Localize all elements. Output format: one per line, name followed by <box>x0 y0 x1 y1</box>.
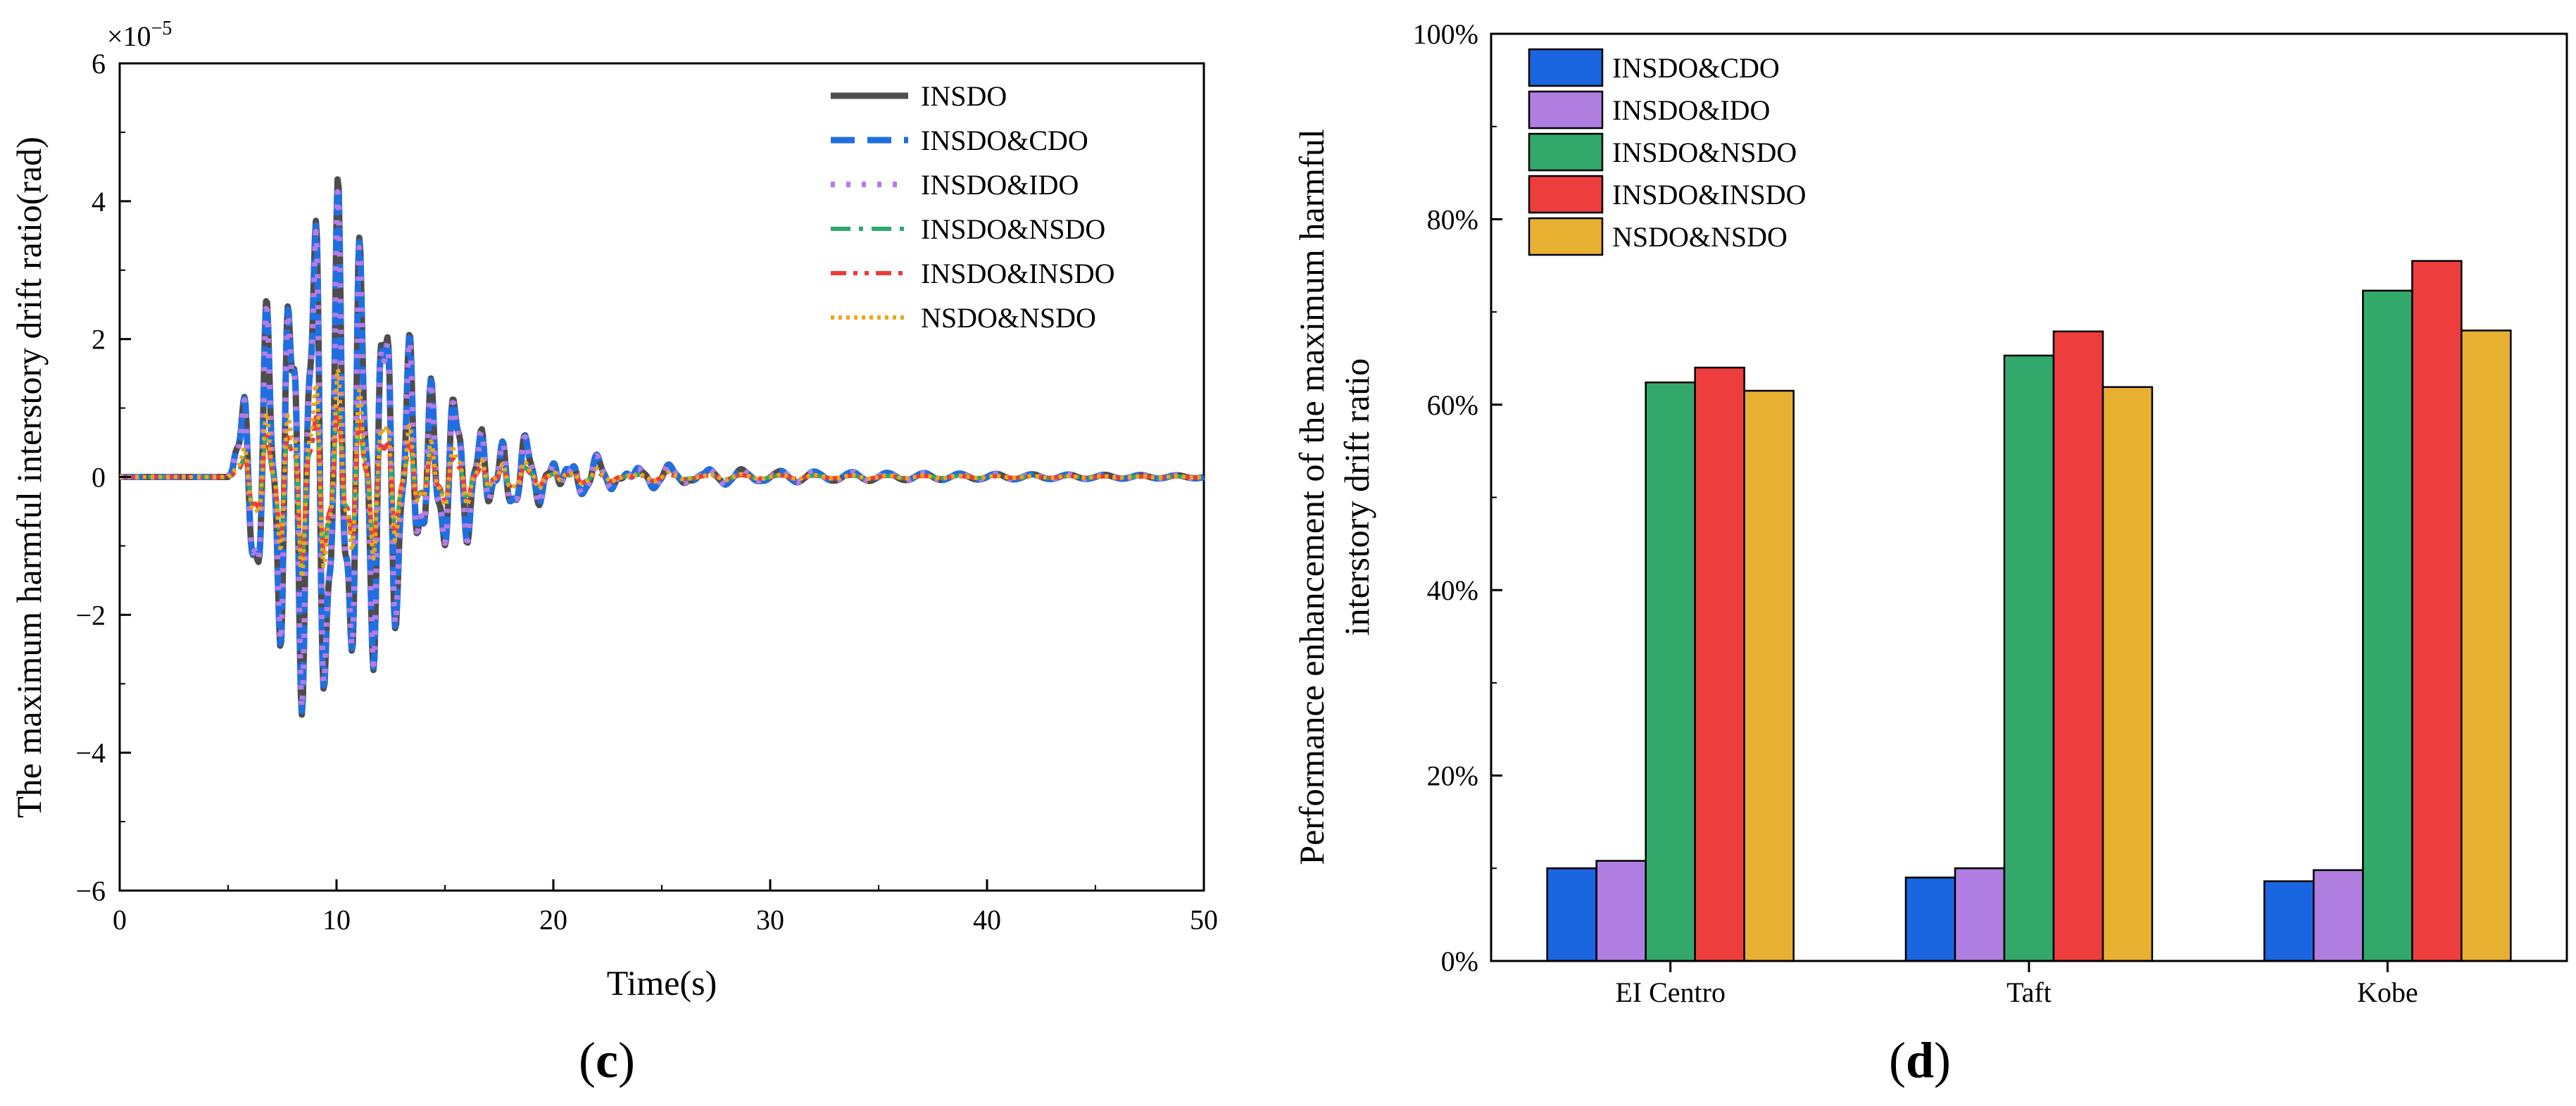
y-tick-label-c: 2 <box>92 324 106 356</box>
y-tick-label-c: 4 <box>92 186 106 218</box>
legend-label-d: NSDO&NSDO <box>1612 221 1788 253</box>
series-traces-c <box>118 176 1206 718</box>
y-tick-label-c: 6 <box>92 48 106 80</box>
x-tick-label-c: 30 <box>756 904 784 936</box>
category-label: EI Centro <box>1615 976 1726 1008</box>
y-tick-label-c: −2 <box>75 599 106 631</box>
panel-c-line-chart: 0 10 20 30 40 50 −6 −4 −2 0 2 4 6 ×10−5 Time(s) The … <box>9 18 1218 1088</box>
legend-swatch-d <box>1528 217 1604 256</box>
bars-d <box>1546 260 2512 962</box>
legend-label-d: INSDO&CDO <box>1612 52 1780 84</box>
y-axis-title-c: The maximum harmful interstory drift rat… <box>9 137 49 818</box>
series-line-nsdo-nsdo <box>118 367 1205 580</box>
legend-label-c: INSDO&CDO <box>921 125 1088 156</box>
panel-d-bar-chart: 0% 20% 40% 60% 80% 100% EI Centro Taft Kobe Perf… <box>1292 18 2568 1088</box>
legend-swatch-d <box>1528 48 1604 87</box>
x-axis-title-c: Time(s) <box>607 963 717 1003</box>
y-tick-label-c: −4 <box>75 737 106 769</box>
panel-label-d: (d) <box>1889 1032 1951 1088</box>
legend-swatch-d <box>1528 175 1604 214</box>
legend-d: INSDO&CDO INSDO&IDO INSDO&NSDO INSDO&INSDO N… <box>1528 48 1807 256</box>
legend-label-c: INSDO <box>921 80 1007 112</box>
bar-insdo-cdo <box>2263 880 2315 962</box>
y-axis-title-d-line2: interstory drift ratio <box>1337 358 1376 636</box>
y-axis-title-d-line1: Performance enhancement of the maximum h… <box>1292 129 1331 865</box>
y-tick-label-d: 20% <box>1427 760 1478 792</box>
legend-label-c: INSDO&INSDO <box>921 258 1115 289</box>
x-tick-label-c: 10 <box>322 904 351 936</box>
y-tick-label-d: 40% <box>1427 574 1478 606</box>
bar-insdo-nsdo <box>2362 289 2413 962</box>
bar-nsdo-nsdo <box>1743 389 1795 962</box>
category-label: Kobe <box>2357 976 2418 1008</box>
bar-insdo-ido <box>2313 869 2364 962</box>
bar-nsdo-nsdo <box>2461 329 2512 962</box>
bar-insdo-insdo <box>2052 330 2104 962</box>
axis-ticks-c: 0 10 20 30 40 50 −6 −4 −2 0 2 4 6 <box>75 48 1218 936</box>
bar-insdo-nsdo <box>2003 354 2055 962</box>
bar-insdo-ido <box>1954 867 2006 962</box>
legend-c: INSDO INSDO&CDO INSDO&IDO INSDO&NSDO INSDO&I… <box>831 80 1115 334</box>
y-tick-label-d: 80% <box>1427 203 1478 235</box>
y-tick-label-c: −6 <box>75 875 106 907</box>
bar-insdo-insdo <box>1694 366 1745 962</box>
bar-insdo-insdo <box>2411 260 2463 962</box>
y-tick-label-d: 0% <box>1441 945 1478 977</box>
legend-label-c: INSDO&NSDO <box>921 213 1105 245</box>
x-tick-label-c: 40 <box>973 904 1001 936</box>
legend-label-c: INSDO&IDO <box>921 169 1079 201</box>
legend-label-d: INSDO&IDO <box>1612 94 1770 126</box>
legend-label-c: NSDO&NSDO <box>921 302 1096 334</box>
legend-swatch-d <box>1528 132 1604 172</box>
x-tick-label-c: 20 <box>539 904 567 936</box>
y-tick-label-d: 100% <box>1413 18 1478 50</box>
bar-insdo-cdo <box>1904 876 1956 962</box>
y-tick-label-d: 60% <box>1427 389 1478 421</box>
bar-insdo-cdo <box>1546 867 1597 962</box>
legend-label-d: INSDO&NSDO <box>1612 137 1797 168</box>
x-tick-label-c: 0 <box>113 904 127 936</box>
x-tick-label-c: 50 <box>1190 904 1218 936</box>
category-label: Taft <box>2006 976 2052 1008</box>
y-tick-label-c: 0 <box>92 462 106 494</box>
y-multiplier: ×10−5 <box>107 18 172 52</box>
legend-swatch-d <box>1528 90 1604 130</box>
panel-label-c: (c) <box>579 1032 635 1088</box>
axis-ticks-d: 0% 20% 40% 60% 80% 100% EI Centro Taft Kobe <box>1413 18 2418 1008</box>
bar-nsdo-nsdo <box>2101 386 2154 962</box>
bar-insdo-ido <box>1595 860 1647 962</box>
legend-label-d: INSDO&INSDO <box>1612 179 1807 210</box>
bar-insdo-nsdo <box>1645 381 1696 962</box>
